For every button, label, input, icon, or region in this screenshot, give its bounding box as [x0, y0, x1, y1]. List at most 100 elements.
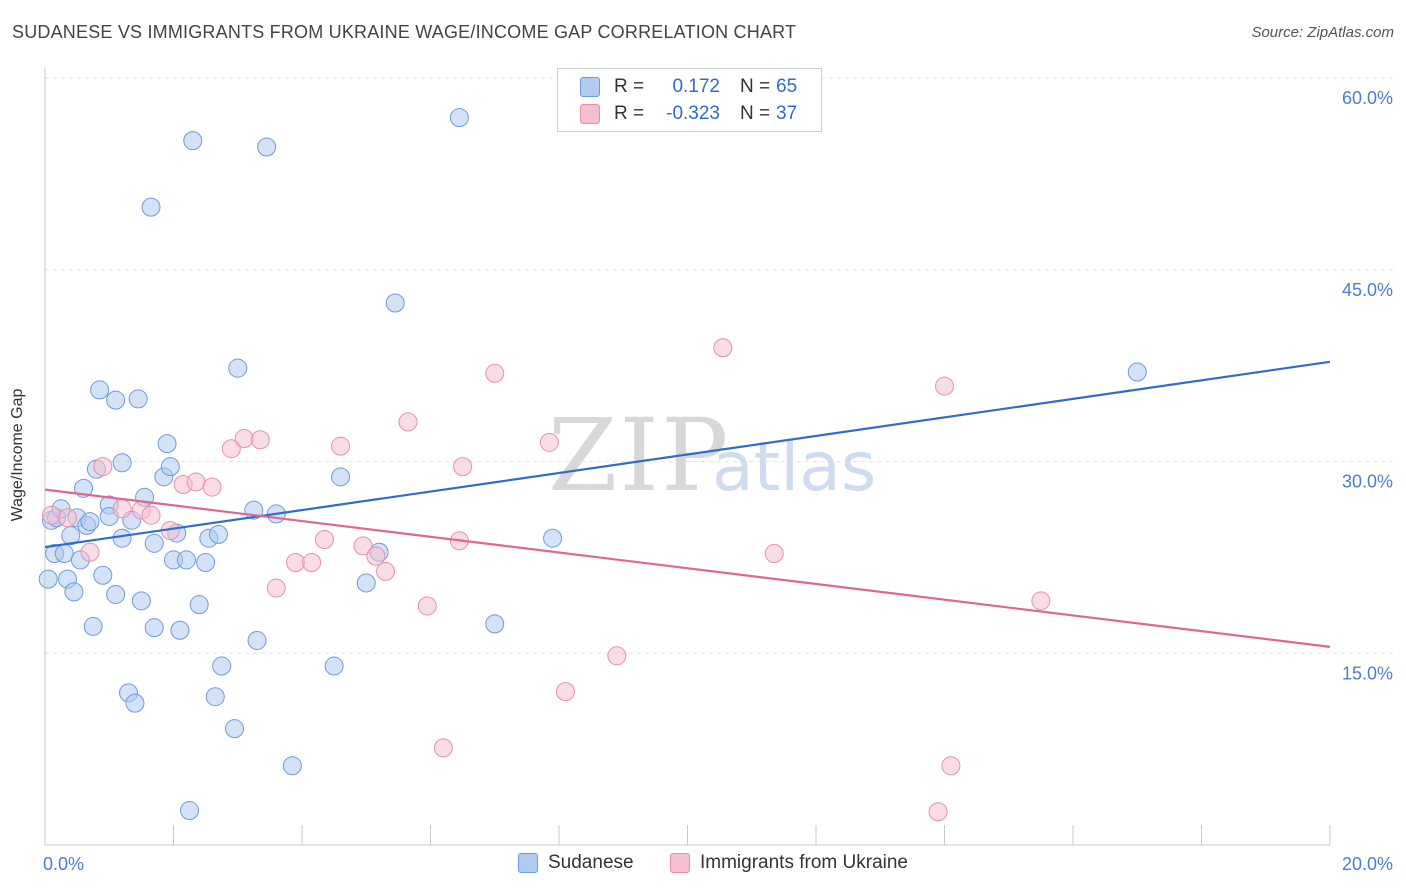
point-sudanese: [128, 389, 148, 409]
point-sudanese: [282, 756, 302, 776]
point-ukraine: [80, 542, 100, 562]
point-ukraine: [713, 338, 733, 358]
point-sudanese: [208, 524, 228, 544]
trend-lines: [44, 360, 1331, 648]
point-ukraine: [539, 432, 559, 452]
point-sudanese: [106, 584, 126, 604]
point-ukraine: [250, 430, 270, 450]
point-sudanese: [212, 656, 232, 676]
point-sudanese: [189, 595, 209, 615]
point-sudanese: [83, 616, 103, 636]
point-sudanese: [144, 618, 164, 638]
point-ukraine: [433, 738, 453, 758]
point-sudanese: [144, 533, 164, 553]
point-ukraine: [57, 508, 77, 528]
point-sudanese: [543, 528, 563, 548]
point-ukraine: [286, 552, 306, 572]
legend-row-ukraine: R = -0.323 N = 37: [580, 102, 797, 126]
legend-row-sudanese: R = 0.172 N = 65: [580, 75, 797, 99]
point-ukraine: [555, 682, 575, 702]
x-tick-label: 20.0%: [1342, 854, 1393, 874]
n-value: 65: [776, 76, 798, 97]
point-ukraine: [764, 544, 784, 564]
y-tick-label: 60.0%: [1342, 88, 1393, 108]
point-ukraine: [266, 578, 286, 598]
point-ukraine: [398, 412, 418, 432]
point-sudanese: [196, 552, 216, 572]
r-label: R =: [614, 76, 645, 97]
point-sudanese: [225, 719, 245, 739]
point-sudanese: [160, 457, 180, 477]
gridlines: [45, 77, 1395, 654]
n-label: N =: [740, 76, 771, 97]
r-value: 0.172: [672, 76, 720, 97]
point-ukraine: [93, 457, 113, 477]
point-ukraine: [112, 499, 132, 519]
point-sudanese: [449, 108, 469, 128]
point-ukraine: [453, 457, 473, 477]
point-ukraine: [366, 546, 386, 566]
legend-item-ukraine[interactable]: Immigrants from Ukraine: [670, 852, 908, 874]
series-legend: Sudanese Immigrants from Ukraine: [0, 852, 1406, 876]
y-tick-label: 45.0%: [1342, 280, 1393, 300]
point-sudanese: [205, 687, 225, 707]
point-sudanese: [125, 693, 145, 713]
point-sudanese: [106, 390, 126, 410]
point-sudanese: [131, 591, 151, 611]
r-value: -0.323: [666, 103, 720, 124]
legend-swatch-pink: [580, 104, 600, 124]
point-sudanese: [170, 620, 190, 640]
n-label: N =: [740, 103, 771, 124]
point-sudanese: [90, 380, 110, 400]
point-sudanese: [80, 512, 100, 532]
point-sudanese: [157, 434, 177, 454]
point-sudanese: [247, 630, 267, 650]
point-ukraine: [141, 505, 161, 525]
point-sudanese: [257, 137, 277, 157]
point-sudanese: [331, 467, 351, 487]
point-sudanese: [93, 565, 113, 585]
legend-label-sudanese: Sudanese: [548, 852, 634, 873]
legend-swatch-blue: [518, 853, 538, 873]
point-sudanese: [385, 293, 405, 313]
watermark-zip: ZIP: [548, 397, 730, 514]
point-sudanese: [176, 550, 196, 570]
point-ukraine: [485, 363, 505, 383]
point-sudanese: [38, 569, 58, 589]
point-ukraine: [928, 802, 948, 822]
tick-labels: 15.0% 30.0% 45.0% 60.0% 0.0% 20.0%: [43, 88, 1393, 874]
n-value: 37: [776, 103, 798, 124]
watermark-atlas: atlas: [712, 428, 876, 507]
source-credit: Source: ZipAtlas.com: [1251, 24, 1394, 41]
point-sudanese: [356, 573, 376, 593]
point-ukraine: [376, 561, 396, 581]
y-tick-label: 30.0%: [1342, 472, 1393, 492]
point-sudanese: [141, 197, 161, 217]
point-sudanese: [324, 656, 344, 676]
x-tick-label: 0.0%: [43, 854, 84, 874]
point-ukraine: [417, 596, 437, 616]
point-ukraine: [234, 428, 254, 448]
point-ukraine: [221, 439, 241, 459]
point-ukraine: [935, 376, 954, 396]
legend-label-ukraine: Immigrants from Ukraine: [700, 852, 908, 873]
point-sudanese: [485, 614, 505, 634]
point-sudanese: [1127, 362, 1147, 382]
point-ukraine: [1031, 591, 1051, 611]
point-ukraine: [941, 756, 961, 776]
legend-item-sudanese[interactable]: Sudanese: [518, 852, 634, 874]
legend-swatch-blue: [580, 77, 600, 97]
point-ukraine: [607, 646, 627, 666]
point-sudanese: [64, 582, 84, 602]
point-ukraine: [186, 472, 206, 492]
trend-line-ukraine: [44, 488, 1331, 648]
point-ukraine: [202, 477, 222, 497]
point-sudanese: [112, 453, 132, 473]
point-sudanese: [112, 528, 132, 548]
point-ukraine: [41, 505, 61, 525]
point-sudanese: [228, 358, 248, 378]
point-ukraine: [302, 552, 322, 572]
point-ukraine: [331, 436, 351, 456]
